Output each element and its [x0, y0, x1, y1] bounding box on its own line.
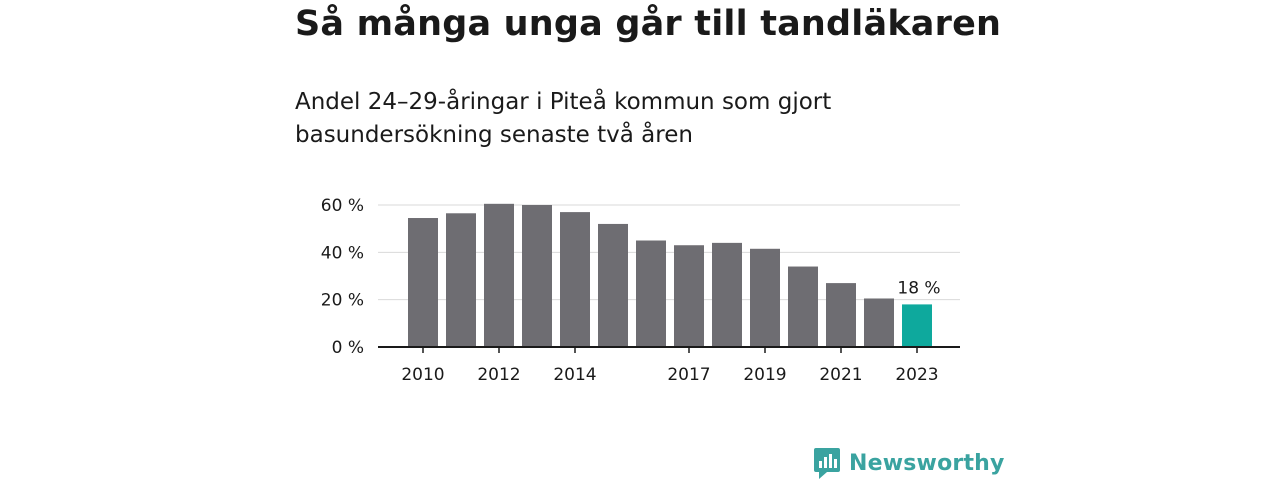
y-tick-label: 40 %	[321, 243, 364, 263]
bar-2023	[902, 304, 932, 347]
bar-2017	[674, 245, 704, 347]
chart-subtitle: Andel 24–29-åringar i Piteå kommun som g…	[295, 89, 832, 148]
y-tick-label: 20 %	[321, 291, 364, 311]
x-tick-label: 2017	[667, 365, 710, 385]
chart-title: Så många unga går till tandläkaren	[295, 4, 1002, 44]
bar-2022	[864, 298, 894, 347]
x-tick-label: 2014	[553, 365, 596, 385]
bar-2014	[560, 212, 590, 347]
bar-2020	[788, 266, 818, 347]
x-tick-label: 2010	[401, 365, 444, 385]
logo-text: Newsworthy	[849, 450, 1005, 476]
bar-2010	[408, 218, 438, 347]
bar-2011	[446, 213, 476, 347]
x-tick-label: 2019	[743, 365, 786, 385]
y-tick-label: 0 %	[332, 338, 364, 358]
bar-2013	[522, 205, 552, 347]
bar-2018	[712, 242, 742, 347]
newsworthy-logo: Newsworthy	[813, 446, 1005, 480]
bar-2012	[484, 203, 514, 347]
bar-2016	[636, 240, 666, 347]
logo-chart-icon	[814, 448, 840, 479]
x-tick-label: 2012	[477, 365, 520, 385]
bar-2015	[598, 223, 628, 347]
bar-2021	[826, 283, 856, 347]
y-tick-label: 60 %	[321, 196, 364, 216]
x-tick-label: 2021	[819, 365, 862, 385]
x-tick-label: 2023	[895, 365, 938, 385]
data-label-2023: 18 %	[897, 278, 940, 298]
bar-2019	[750, 248, 780, 347]
